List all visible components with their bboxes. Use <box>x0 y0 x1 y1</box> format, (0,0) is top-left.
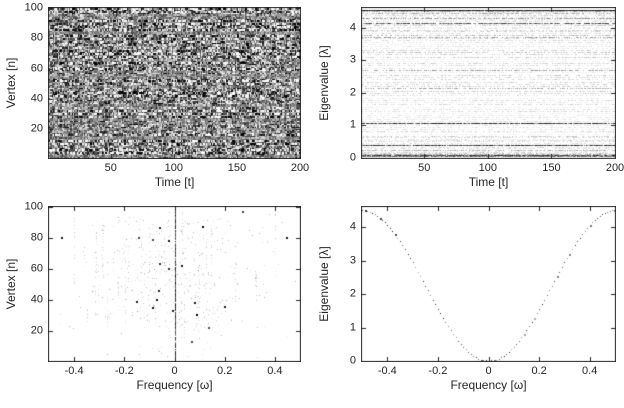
subplot-eigenvalue-time-spectrum: Eigenvalue [λ] Time [t] 50 100 150 200 0 1 2 3 4 <box>317 7 624 189</box>
x-tick-label: 200 <box>290 162 310 174</box>
subplot-vertex-time-signal: Vertex [n] Time [t] 50 100 150 200 20 40 60 80 1… <box>4 2 309 189</box>
x-tick-label: 0 <box>485 365 492 377</box>
x-tick-label: 0.2 <box>531 365 547 377</box>
y-tick-label: 3 <box>349 53 356 66</box>
x-tick-label: -0.4 <box>64 365 84 377</box>
y-tick-label: 80 <box>30 31 43 44</box>
y-axis-label: Eigenvalue [λ] <box>317 246 331 322</box>
y-tick-label: 4 <box>349 21 356 34</box>
x-tick-label: -0.2 <box>114 365 134 377</box>
eigenvalue-time-spectrum-canvas <box>361 7 616 159</box>
y-tick-label: 20 <box>30 324 43 337</box>
y-axis-label: Eigenvalue [λ] <box>317 45 331 121</box>
x-tick-label: 0.4 <box>582 365 598 377</box>
y-tick-label: 40 <box>30 92 43 105</box>
x-tick-label: 0 <box>171 365 178 377</box>
vertex-frequency-spectrum-canvas <box>48 206 301 362</box>
x-axis-label: Frequency [ω] <box>136 378 213 392</box>
y-axis-label: Vertex [n] <box>4 57 18 109</box>
y-tick-label: 80 <box>30 231 43 244</box>
x-axis-label: Time [t] <box>154 175 195 189</box>
y-tick-label: 40 <box>30 293 43 306</box>
x-axis-label: Time [t] <box>468 175 509 189</box>
y-tick-label: 100 <box>24 200 43 213</box>
x-tick-label: 150 <box>542 162 561 174</box>
vertex-time-signal-canvas <box>48 7 301 159</box>
y-tick-label: 60 <box>30 262 43 275</box>
y-tick-label: 4 <box>349 220 356 233</box>
y-tick-label: 100 <box>24 1 43 14</box>
x-tick-label: 200 <box>605 162 624 174</box>
y-tick-label: 20 <box>30 122 43 135</box>
subplot-vertex-frequency-spectrum: Vertex [n] Frequency [ω] -0.4 -0.2 0 0.2 0.4… <box>4 201 301 392</box>
x-tick-label: 0.4 <box>267 365 283 377</box>
x-tick-label: -0.4 <box>377 365 397 377</box>
x-tick-label: 50 <box>104 162 117 174</box>
eigenvalue-frequency-dispersion-canvas <box>361 206 616 362</box>
y-tick-label: 1 <box>349 118 356 131</box>
y-tick-label: 60 <box>30 62 43 75</box>
x-tick-label: 100 <box>478 162 498 174</box>
y-tick-label: 2 <box>349 86 356 99</box>
y-tick-label: 2 <box>349 287 356 300</box>
y-tick-label: 1 <box>349 321 356 334</box>
x-tick-label: 100 <box>164 162 184 174</box>
y-tick-label: 3 <box>349 254 356 267</box>
y-tick-label: 0 <box>349 354 356 367</box>
y-axis-label: Vertex [n] <box>4 258 18 310</box>
subplot-eigenvalue-frequency-dispersion: Eigenvalue [λ] Frequency [ω] -0.4 -0.2 0 0.… <box>317 206 616 392</box>
x-tick-label: 0.2 <box>217 365 233 377</box>
y-tick-label: 0 <box>349 151 356 164</box>
x-axis-label: Frequency [ω] <box>450 378 527 392</box>
x-tick-label: 150 <box>227 162 247 174</box>
x-tick-label: 50 <box>418 162 431 174</box>
x-tick-label: -0.2 <box>428 365 448 377</box>
